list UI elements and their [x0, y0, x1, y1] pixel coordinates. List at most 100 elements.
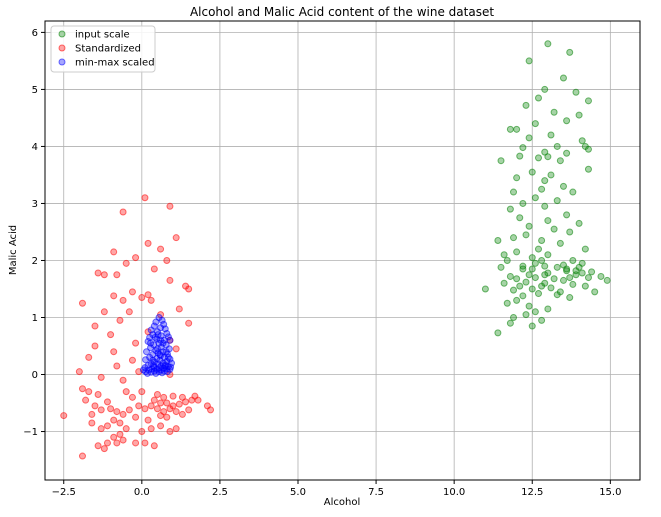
data-point: [163, 399, 171, 407]
legend-box: [50, 25, 156, 73]
data-point: [503, 299, 511, 307]
data-point: [497, 157, 505, 165]
data-point: [113, 408, 121, 416]
data-point: [541, 202, 549, 210]
data-point: [547, 131, 555, 139]
data-point: [163, 256, 171, 264]
data-point: [110, 292, 118, 300]
data-point: [522, 101, 530, 109]
y-tick-label: 6: [32, 28, 38, 39]
data-point: [119, 436, 127, 444]
data-point: [541, 279, 549, 287]
data-point: [513, 275, 521, 283]
data-point: [172, 425, 180, 433]
data-point: [153, 405, 161, 413]
plot-frame: [44, 20, 641, 481]
data-point: [528, 168, 536, 176]
y-tick-label: 0: [32, 370, 38, 381]
data-point: [147, 296, 155, 304]
data-point: [172, 408, 180, 416]
data-point: [519, 292, 527, 300]
data-point: [88, 419, 96, 427]
data-point: [578, 269, 586, 277]
data-point: [163, 413, 171, 421]
data-point: [158, 316, 166, 324]
data-point: [510, 313, 518, 321]
data-point: [85, 353, 93, 361]
legend-label: min-max scaled: [75, 58, 155, 69]
data-point: [143, 348, 151, 356]
series-0: [481, 40, 611, 337]
data-point: [525, 134, 533, 142]
data-point: [531, 194, 539, 202]
data-point: [78, 385, 86, 393]
data-point: [132, 339, 140, 347]
data-point: [550, 275, 558, 283]
data-point: [132, 439, 140, 447]
data-point: [97, 406, 105, 414]
data-point: [553, 291, 561, 299]
data-point: [113, 271, 121, 279]
data-point: [110, 433, 118, 441]
data-point: [103, 439, 111, 447]
x-tick-label: 5.0: [290, 487, 306, 498]
data-point: [138, 388, 146, 396]
y-tick-label: 5: [32, 85, 38, 96]
series-1: [60, 194, 215, 460]
data-point: [100, 308, 108, 316]
legend-marker: [58, 44, 66, 52]
data-point: [132, 254, 140, 262]
data-point: [544, 305, 552, 313]
data-point: [138, 294, 146, 302]
data-point: [566, 48, 574, 56]
data-point: [494, 237, 502, 245]
data-point: [132, 413, 140, 421]
legend: input scale Standardized min-max scaled: [50, 25, 156, 73]
data-point: [506, 205, 514, 213]
data-point: [591, 288, 599, 296]
data-point: [82, 396, 90, 404]
data-point: [547, 171, 555, 179]
data-point: [94, 442, 102, 450]
data-point: [519, 144, 527, 152]
data-point: [500, 279, 508, 287]
data-point: [528, 285, 536, 293]
data-point: [603, 276, 611, 284]
data-point: [207, 406, 215, 414]
data-point: [141, 405, 149, 413]
data-point: [503, 256, 511, 264]
data-point: [481, 285, 489, 293]
data-point: [116, 419, 124, 427]
data-point: [531, 274, 539, 282]
data-point: [519, 199, 527, 207]
data-point: [144, 291, 152, 299]
y-tick-label: 4: [32, 142, 38, 153]
data-point: [566, 294, 574, 302]
data-point: [169, 392, 177, 400]
series-layer: [60, 40, 611, 460]
data-point: [164, 353, 172, 361]
data-point: [553, 197, 561, 205]
data-point: [153, 345, 161, 353]
data-point: [144, 416, 152, 424]
data-point: [147, 402, 155, 410]
legend-label: input scale: [75, 30, 130, 41]
data-point: [194, 396, 202, 404]
data-point: [522, 278, 530, 286]
data-point: [157, 399, 165, 407]
data-point: [88, 410, 96, 418]
data-point: [150, 396, 158, 404]
y-tick-label: 3: [32, 199, 38, 210]
data-point: [113, 439, 121, 447]
data-point: [128, 288, 136, 296]
data-point: [581, 282, 589, 290]
data-point: [538, 185, 546, 193]
data-point: [107, 331, 115, 339]
data-point: [559, 276, 567, 284]
data-point: [144, 239, 152, 247]
data-point: [107, 405, 115, 413]
data-point: [141, 194, 149, 202]
data-point: [147, 425, 155, 433]
data-point: [103, 422, 111, 430]
data-point: [563, 149, 571, 157]
